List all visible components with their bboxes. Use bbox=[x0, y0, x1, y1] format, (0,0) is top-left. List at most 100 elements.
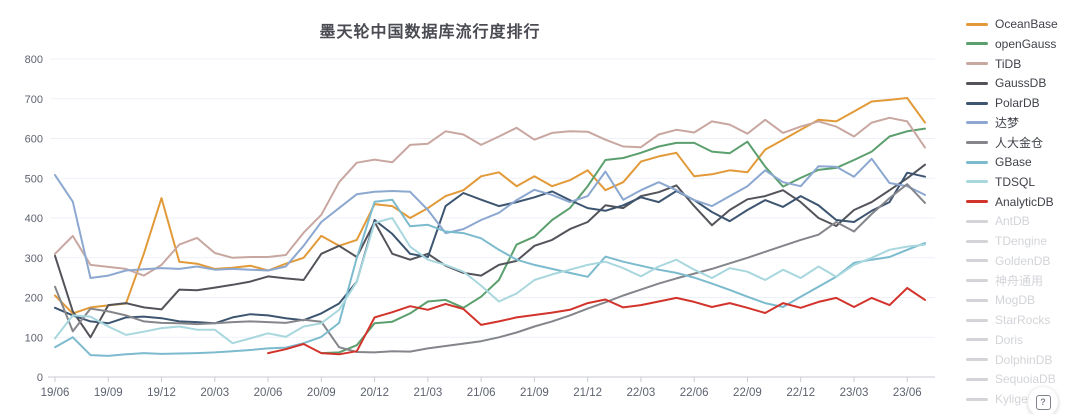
legend-item-gbase[interactable]: GBase bbox=[966, 153, 1032, 171]
x-axis-label-19/06: 19/06 bbox=[41, 387, 70, 399]
series-line-renda-jincang bbox=[54, 183, 926, 354]
legend-item-tdengine[interactable]: TDengine bbox=[966, 232, 1047, 250]
legend-label-tdengine: TDengine bbox=[995, 234, 1048, 249]
legend-item-analyticdb[interactable]: AnalyticDB bbox=[966, 193, 1054, 211]
x-axis-label-20/03: 20/03 bbox=[200, 387, 229, 399]
x-axis-label-21/03: 21/03 bbox=[413, 387, 442, 399]
x-axis-label-20/12: 20/12 bbox=[360, 387, 389, 399]
legend-swatch-starrocks bbox=[966, 318, 988, 322]
help-button[interactable]: ? bbox=[1028, 387, 1058, 414]
legend-swatch-sequoiadb bbox=[966, 377, 988, 381]
legend-label-dolphindb: DolphinDB bbox=[995, 352, 1053, 367]
x-axis-label-22/09: 22/09 bbox=[733, 387, 762, 399]
legend-label-dameng: 达梦 bbox=[995, 116, 1020, 131]
legend-swatch-polardb bbox=[966, 101, 988, 105]
legend-item-tidb[interactable]: TiDB bbox=[966, 55, 1021, 73]
legend-label-analyticdb: AnalyticDB bbox=[995, 194, 1054, 209]
legend-swatch-goldendb bbox=[966, 259, 988, 263]
x-axis-label-23/06: 23/06 bbox=[893, 387, 922, 399]
question-mark-icon: ? bbox=[1035, 394, 1051, 410]
x-axis-label-22/06: 22/06 bbox=[680, 387, 709, 399]
legend-swatch-oceanbase bbox=[966, 22, 988, 26]
legend-item-shenzhou-tongyong[interactable]: 神舟通用 bbox=[966, 272, 1043, 290]
legend-label-antdb: AntDB bbox=[995, 214, 1030, 229]
y-axis-label-200: 200 bbox=[25, 293, 43, 305]
legend-swatch-gaussdb bbox=[966, 81, 988, 85]
legend-label-tidb: TiDB bbox=[995, 56, 1022, 71]
legend-label-tdsql: TDSQL bbox=[995, 174, 1036, 189]
series-line-oceanbase bbox=[54, 97, 926, 315]
legend-label-mogdb: MogDB bbox=[995, 293, 1036, 308]
legend-item-oceanbase[interactable]: OceanBase bbox=[966, 15, 1058, 33]
legend-swatch-tdengine bbox=[966, 239, 988, 243]
legend-label-gbase: GBase bbox=[995, 155, 1032, 170]
x-axis-label-19/09: 19/09 bbox=[94, 387, 123, 399]
legend-item-renda-jincang[interactable]: 人大金仓 bbox=[966, 133, 1043, 151]
chart-title: 墨天轮中国数据库流行度排行 bbox=[319, 24, 541, 41]
legend-swatch-kyligence bbox=[966, 397, 988, 401]
legend-item-starrocks[interactable]: StarRocks bbox=[966, 311, 1050, 329]
legend-label-renda-jincang: 人大金仓 bbox=[995, 135, 1044, 150]
legend-swatch-shenzhou-tongyong bbox=[966, 279, 988, 283]
legend-swatch-renda-jincang bbox=[966, 140, 988, 144]
legend-item-opengauss[interactable]: openGauss bbox=[966, 35, 1056, 53]
legend-item-doris[interactable]: Doris bbox=[966, 331, 1023, 349]
legend-swatch-tdsql bbox=[966, 180, 988, 184]
y-axis-label-300: 300 bbox=[25, 253, 43, 265]
legend-label-sequoiadb: SequoiaDB bbox=[995, 372, 1056, 387]
series-line-polardb bbox=[54, 171, 926, 325]
legend-swatch-analyticdb bbox=[966, 200, 988, 204]
legend-item-mogdb[interactable]: MogDB bbox=[966, 291, 1035, 309]
legend-swatch-dameng bbox=[966, 121, 988, 125]
legend-item-sequoiadb[interactable]: SequoiaDB bbox=[966, 370, 1056, 388]
series-line-gaussdb bbox=[54, 163, 926, 339]
x-axis-label-19/12: 19/12 bbox=[147, 387, 176, 399]
x-axis-label-21/09: 21/09 bbox=[520, 387, 549, 399]
legend-label-opengauss: openGauss bbox=[995, 36, 1057, 51]
y-axis-label-500: 500 bbox=[25, 173, 43, 185]
legend-swatch-gbase bbox=[966, 160, 988, 164]
y-axis-label-800: 800 bbox=[25, 54, 43, 66]
y-axis-label-400: 400 bbox=[25, 213, 43, 225]
legend-item-gaussdb[interactable]: GaussDB bbox=[966, 74, 1046, 92]
series-line-tidb bbox=[54, 116, 926, 277]
legend-label-gaussdb: GaussDB bbox=[995, 76, 1047, 91]
series-line-analyticdb bbox=[267, 287, 926, 356]
chart-legend: OceanBase openGauss TiDB GaussDB PolarDB 达梦人大… bbox=[966, 0, 1080, 414]
legend-label-shenzhou-tongyong: 神舟通用 bbox=[995, 274, 1044, 289]
series-line-opengauss bbox=[320, 127, 926, 355]
legend-item-polardb[interactable]: PolarDB bbox=[966, 94, 1040, 112]
legend-label-oceanbase: OceanBase bbox=[995, 17, 1058, 31]
legend-swatch-mogdb bbox=[966, 298, 988, 302]
legend-swatch-opengauss bbox=[966, 42, 988, 46]
legend-label-polardb: PolarDB bbox=[995, 96, 1040, 110]
legend-item-antdb[interactable]: AntDB bbox=[966, 212, 1030, 230]
legend-item-goldendb[interactable]: GoldenDB bbox=[966, 252, 1050, 270]
legend-label-starrocks: StarRocks bbox=[995, 313, 1051, 328]
x-axis-label-22/12: 22/12 bbox=[786, 387, 815, 399]
y-axis-label-600: 600 bbox=[25, 134, 43, 146]
series-line-gbase bbox=[54, 198, 926, 357]
legend-swatch-tidb bbox=[966, 62, 988, 65]
series-line-dameng bbox=[54, 157, 926, 279]
x-axis-label-21/06: 21/06 bbox=[467, 387, 496, 399]
y-axis-label-700: 700 bbox=[25, 94, 43, 106]
x-axis-label-21/12: 21/12 bbox=[573, 387, 602, 399]
legend-swatch-antdb bbox=[966, 219, 988, 223]
legend-item-dolphindb[interactable]: DolphinDB bbox=[966, 351, 1052, 369]
y-axis-label-0: 0 bbox=[37, 372, 43, 384]
series-line-tdsql bbox=[54, 217, 926, 345]
legend-label-doris: Doris bbox=[995, 332, 1024, 347]
y-axis-label-100: 100 bbox=[25, 332, 43, 344]
x-axis-label-23/03: 23/03 bbox=[840, 387, 869, 399]
legend-label-goldendb: GoldenDB bbox=[995, 253, 1051, 268]
x-axis-label-20/06: 20/06 bbox=[254, 387, 283, 399]
x-axis-label-22/03: 22/03 bbox=[627, 387, 656, 399]
x-axis-label-20/09: 20/09 bbox=[307, 387, 336, 399]
legend-swatch-dolphindb bbox=[966, 358, 988, 362]
legend-item-dameng[interactable]: 达梦 bbox=[966, 114, 1019, 132]
legend-item-tdsql[interactable]: TDSQL bbox=[966, 173, 1035, 191]
legend-swatch-doris bbox=[966, 338, 988, 342]
